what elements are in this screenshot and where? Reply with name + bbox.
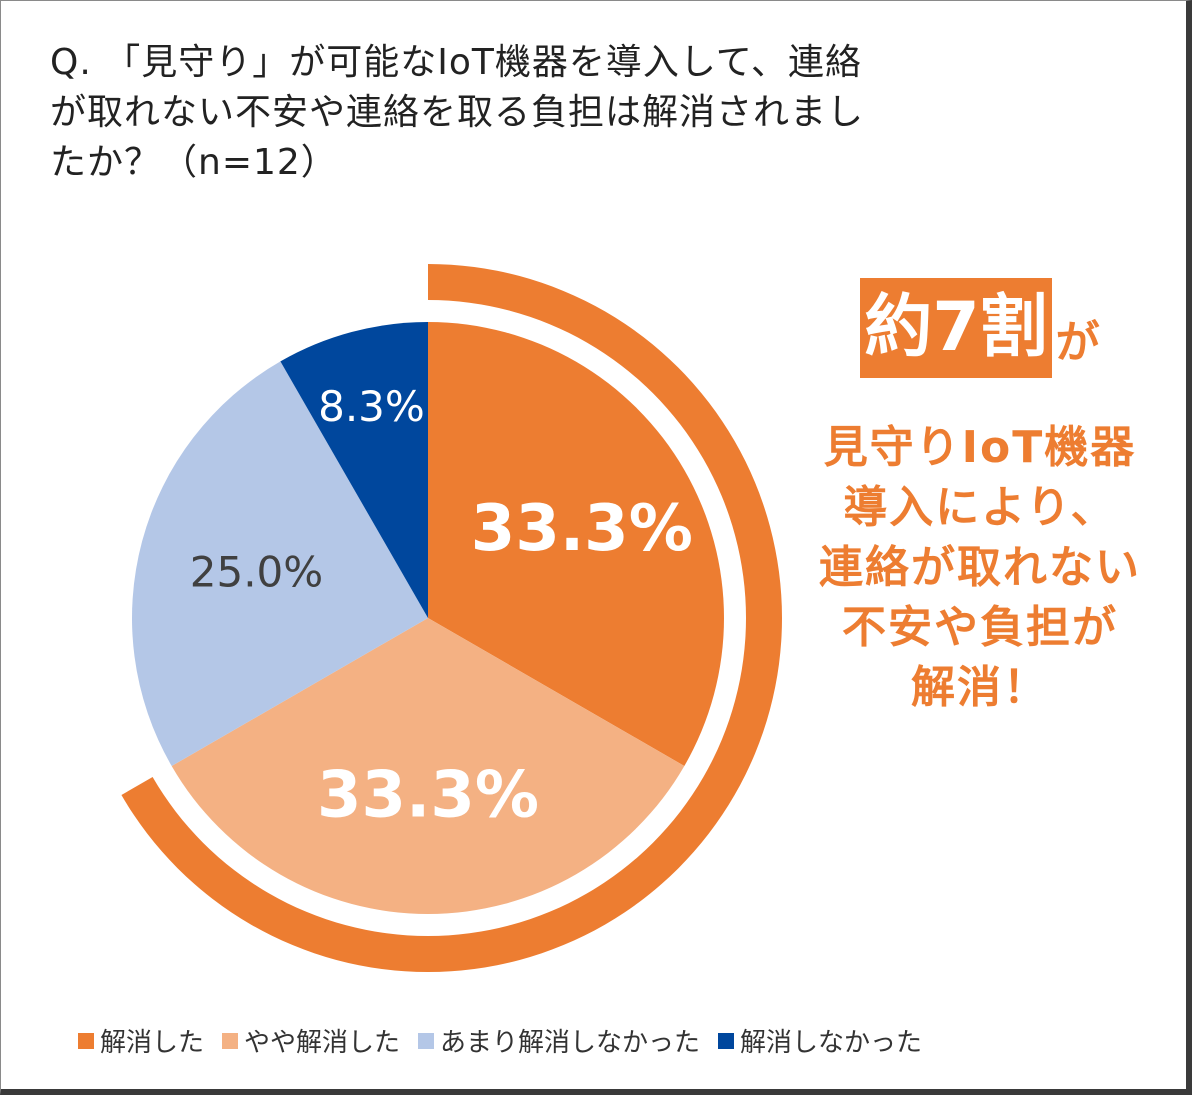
legend-swatch bbox=[718, 1032, 735, 1049]
legend-item: 解消した bbox=[78, 1022, 204, 1059]
pie-slice bbox=[428, 322, 724, 766]
callout-badge: 約7割が bbox=[860, 278, 1100, 378]
callout-badge-suffix: が bbox=[1055, 317, 1100, 368]
legend-swatch bbox=[78, 1032, 94, 1049]
slice-label: 33.3% bbox=[317, 759, 539, 833]
legend-swatch bbox=[418, 1032, 435, 1049]
chart-legend: 解消した やや解消した あまり解消しなかった 解消しなかった bbox=[78, 1022, 940, 1059]
callout: 約7割が 見守りIoT機器 導入により、 連絡が取れない 不安や負担が 解消！ bbox=[790, 270, 1170, 718]
legend-item: あまり解消しなかった bbox=[418, 1022, 700, 1059]
legend-item: やや解消した bbox=[222, 1022, 400, 1059]
callout-badge-text: 約7割 bbox=[860, 278, 1052, 378]
callout-line: 不安や負担が bbox=[842, 602, 1118, 653]
legend-label: 解消した bbox=[100, 1028, 205, 1058]
chart-title: Q. 「見守り」が可能なIoT機器を導入して、連絡 が取れない不安や連絡を取る負… bbox=[50, 42, 865, 183]
pie-slice bbox=[280, 322, 428, 618]
slice-label: 25.0% bbox=[190, 547, 323, 596]
legend-label: あまり解消しなかった bbox=[440, 1028, 701, 1058]
callout-line: 連絡が取れない bbox=[819, 542, 1141, 593]
slice-label: 33.3% bbox=[471, 492, 693, 566]
callout-message: 見守りIoT機器 導入により、 連絡が取れない 不安や負担が 解消！ bbox=[790, 418, 1170, 718]
legend-item: 解消しなかった bbox=[718, 1022, 922, 1059]
slice-label: 8.3% bbox=[318, 382, 425, 431]
callout-line: 見守りIoT機器 bbox=[823, 422, 1137, 473]
legend-label: 解消しなかった bbox=[740, 1028, 923, 1058]
callout-line: 解消！ bbox=[911, 662, 1049, 713]
pie-slice bbox=[131, 361, 428, 766]
callout-line: 導入により、 bbox=[843, 482, 1117, 533]
legend-swatch bbox=[222, 1032, 239, 1049]
legend-label: やや解消した bbox=[244, 1028, 401, 1058]
